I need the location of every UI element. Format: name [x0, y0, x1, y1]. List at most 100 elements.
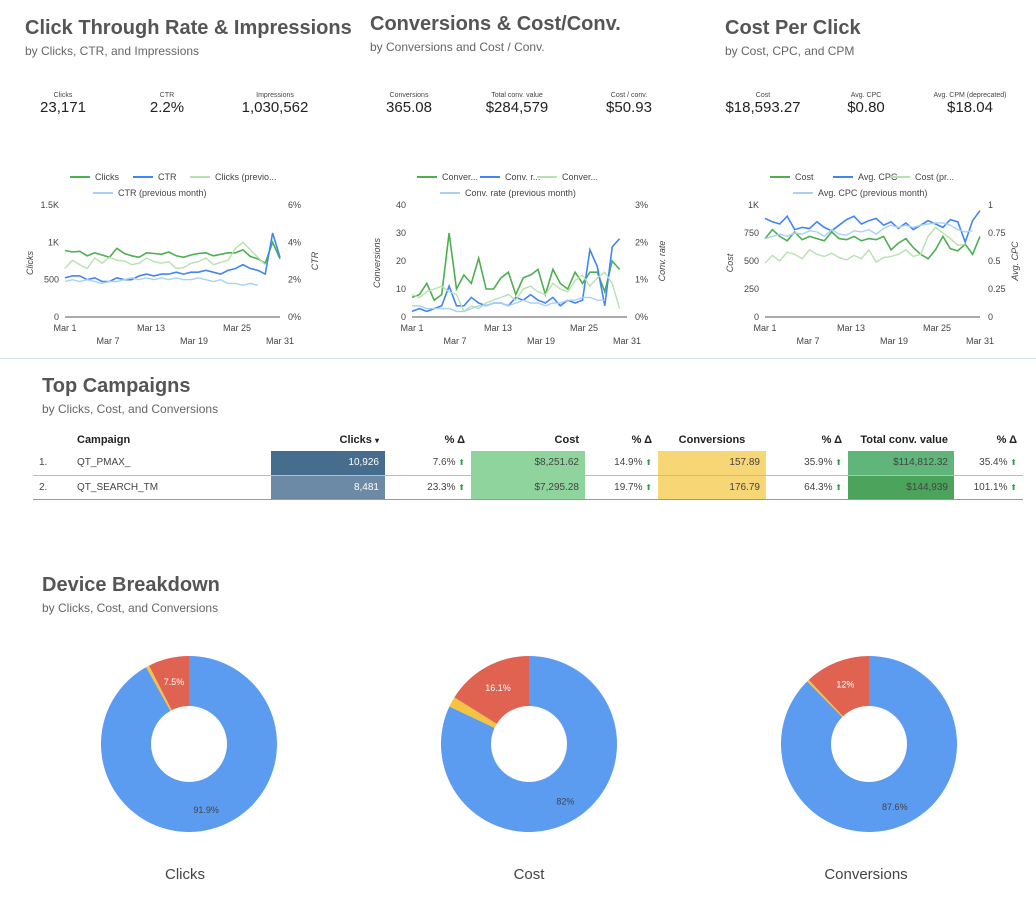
clicks-cell: 10,926 [271, 451, 385, 476]
right-axis-title: Conv. rate [657, 241, 667, 282]
donut-slice-1[interactable] [441, 656, 617, 832]
kpi-conversions[interactable]: Conversions 365.08 [369, 92, 449, 116]
conv-section-subtitle: by Conversions and Cost / Conv. [370, 40, 545, 54]
legend-item[interactable]: Conv. r... [480, 172, 540, 182]
right-tick-label: 6% [288, 200, 301, 210]
left-tick-label: 20 [396, 256, 406, 266]
cpc-line-chart[interactable]: Cost Avg. CPC Cost (pr... Avg. CPC (previou… [715, 165, 1025, 355]
conv-line-chart[interactable]: Conver... Conv. r... Conver... Conv. rate (… [362, 165, 672, 355]
donut-slice-2[interactable] [146, 665, 172, 711]
header-cost[interactable]: Cost [554, 434, 579, 446]
conversions-cell: 176.79 [658, 475, 766, 500]
x-tick-label: Mar 31 [613, 336, 641, 346]
donut-slice-label: 7.5% [164, 677, 185, 687]
kpi-cost-per-conv[interactable]: Cost / conv. $50.93 [589, 92, 669, 116]
right-tick-label: 1% [635, 275, 648, 285]
delta-value: 35.9% [804, 457, 833, 469]
right-tick-label: 4% [288, 237, 301, 247]
donut-slice-3[interactable] [808, 656, 869, 717]
legend-label: Conv. r... [505, 172, 540, 182]
table-row[interactable]: 2. QT_SEARCH_TM 8,481 23.3% ⬆ $7,295.28 … [33, 475, 1023, 500]
ctr-line-chart[interactable]: Clicks CTR Clicks (previo... CTR (previous … [15, 165, 325, 355]
conversions-donut-chart[interactable]: 87.6% 12% [769, 644, 969, 844]
cost-donut-chart[interactable]: 82% 16.1% [429, 644, 629, 844]
clicks-donut-chart[interactable]: 91.9% 7.5% [89, 644, 289, 844]
donut-slice-1[interactable] [781, 656, 957, 832]
header-cost-delta[interactable]: % Δ [631, 434, 652, 446]
kpi-impressions[interactable]: Impressions 1,030,562 [225, 92, 325, 116]
left-tick-label: 1K [48, 237, 59, 247]
donut-slice-label: 12% [836, 679, 854, 689]
delta-value: 35.4% [979, 457, 1008, 469]
cost-cell: $7,295.28 [471, 475, 585, 500]
kpi-label: Avg. CPC [850, 92, 882, 99]
header-conv-value[interactable]: Total conv. value [860, 434, 948, 446]
campaign-name: QT_SEARCH_TM [71, 475, 271, 500]
legend-item[interactable]: Clicks [70, 172, 119, 182]
donut-slice-2[interactable] [807, 679, 843, 717]
header-value-delta[interactable]: % Δ [996, 434, 1017, 446]
legend-item[interactable]: Conver... [537, 172, 598, 182]
delta-value: 101.1% [973, 481, 1008, 493]
legend-item[interactable]: Conver... [417, 172, 478, 182]
donut-slice-3[interactable] [454, 656, 529, 724]
header-campaign[interactable]: Campaign [77, 434, 131, 446]
kpi-avg-cpc[interactable]: Avg. CPC $0.80 [826, 92, 906, 116]
legend-label: Conv. rate (previous month) [465, 188, 576, 198]
series-line-1 [64, 240, 281, 265]
left-axis-title: Cost [725, 253, 735, 272]
x-tick-label: Mar 31 [966, 336, 994, 346]
kpi-ctr[interactable]: CTR 2.2% [127, 92, 207, 116]
row-index: 1. [33, 451, 71, 476]
kpi-cost[interactable]: Cost $18,593.27 [718, 92, 808, 116]
right-tick-label: 0% [635, 312, 648, 322]
conversions-delta-cell: 64.3% ⬆ [766, 475, 848, 500]
right-tick-label: 0 [988, 312, 993, 322]
section-divider [0, 358, 1036, 359]
cpc-section-subtitle: by Cost, CPC, and CPM [725, 44, 855, 58]
up-arrow-icon: ⬆ [835, 482, 842, 492]
donut-slice-1[interactable] [100, 656, 277, 832]
cpc-section-title: Cost Per Click [725, 17, 861, 39]
x-tick-label: Mar 7 [796, 336, 819, 346]
x-tick-label: Mar 19 [880, 336, 908, 346]
conv-value-cell: $144,939 [848, 475, 954, 500]
kpi-value: 365.08 [386, 99, 432, 116]
legend-item[interactable]: Cost [770, 172, 814, 182]
row-index: 2. [33, 475, 71, 500]
right-tick-label: 2% [288, 275, 301, 285]
table-row[interactable]: 1. QT_PMAX_ 10,926 7.6% ⬆ $8,251.62 14.9… [33, 451, 1023, 476]
legend-item[interactable]: Clicks (previo... [190, 172, 277, 182]
legend-label: Clicks [95, 172, 119, 182]
kpi-clicks[interactable]: Clicks 23,171 [23, 92, 103, 116]
kpi-total-conv-value[interactable]: Total conv. value $284,579 [472, 92, 562, 116]
donut-slice-2[interactable] [449, 697, 497, 728]
header-conversions-delta[interactable]: % Δ [821, 434, 842, 446]
legend-item[interactable]: Avg. CPC (previous month) [793, 188, 927, 198]
left-tick-label: 0 [54, 312, 59, 322]
right-axis-title: Avg. CPC [1010, 241, 1020, 282]
x-tick-label: Mar 19 [527, 336, 555, 346]
legend-item[interactable]: CTR (previous month) [93, 188, 207, 198]
header-clicks-delta[interactable]: % Δ [444, 434, 465, 446]
legend-item[interactable]: CTR [133, 172, 177, 182]
header-index [33, 429, 71, 451]
series-line-3 [764, 226, 966, 264]
up-arrow-icon: ⬆ [1010, 482, 1017, 492]
kpi-avg-cpm[interactable]: Avg. CPM (deprecated) $18.04 [925, 92, 1015, 116]
left-axis-title: Conversions [372, 237, 382, 288]
x-tick-label: Mar 1 [53, 323, 76, 333]
legend-item[interactable]: Avg. CPC [833, 172, 898, 182]
header-clicks-label: Clicks [339, 434, 372, 446]
donut-slice-3[interactable] [149, 656, 189, 711]
header-clicks[interactable]: Clicks ▾ [271, 429, 385, 451]
kpi-value: 2.2% [149, 99, 185, 116]
delta-value: 19.7% [614, 481, 643, 493]
series-line-3 [411, 271, 621, 313]
x-tick-label: Mar 13 [137, 323, 165, 333]
legend-item[interactable]: Conv. rate (previous month) [440, 188, 576, 198]
header-conversions[interactable]: Conversions [678, 434, 746, 446]
clicks-cell: 8,481 [271, 475, 385, 500]
legend-item[interactable]: Cost (pr... [890, 172, 954, 182]
devices-subtitle: by Clicks, Cost, and Conversions [42, 601, 219, 615]
